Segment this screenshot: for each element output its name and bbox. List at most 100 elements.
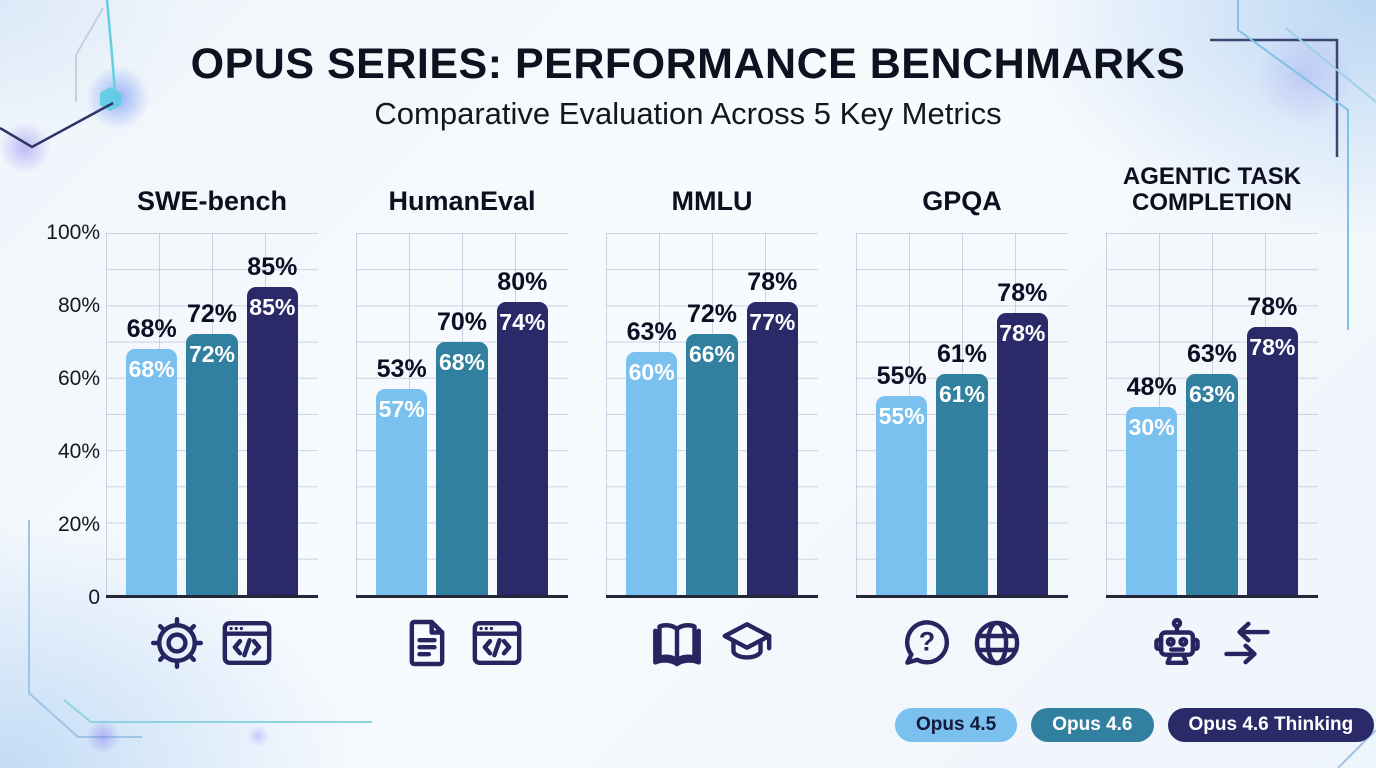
code-window-icon	[222, 620, 272, 666]
transfer-arrows-icon	[1224, 621, 1270, 665]
bar-label-above: 70%	[436, 307, 488, 336]
bar-opus-4-6-thinking: 78% 77%	[746, 268, 798, 595]
bar-opus-4-5: 63% 60%	[626, 318, 678, 595]
gear-icon	[150, 616, 204, 670]
legend-label: Opus 4.6 Thinking	[1188, 714, 1354, 735]
bar-label-above: 63%	[626, 318, 677, 347]
chart-group-swe-bench: SWE-bench 68% 68% 72% 72% 85% 85%	[106, 186, 318, 670]
chart-group-mmlu: MMLU 63% 60% 72% 66% 78% 77%	[606, 186, 818, 667]
bar-opus-4-6-thinking: 85% 85%	[246, 253, 298, 595]
legend-pill-opus-4-5: Opus 4.5	[895, 708, 1018, 742]
open-book-icon	[653, 623, 701, 667]
plot-area: 55% 55% 61% 61% 78% 78%	[856, 233, 1068, 598]
bar-label-above: 68%	[126, 314, 177, 343]
legend-pill-opus-4-6: Opus 4.6	[1031, 708, 1154, 742]
bar-set: 63% 60% 72% 66% 78% 77%	[606, 233, 818, 595]
legend-label: Opus 4.6	[1052, 714, 1133, 735]
bar-label-above: 85%	[247, 253, 298, 282]
y-tick-100: 100%	[46, 221, 100, 244]
bar-opus-4-5: 48% 30%	[1126, 373, 1178, 595]
bar-label-above: 48%	[1126, 372, 1177, 401]
code-window-icon	[472, 620, 522, 666]
benchmark-icons	[1106, 615, 1318, 671]
bar-label-above: 55%	[876, 361, 927, 390]
legend-pill-opus-4-6-thinking: Opus 4.6 Thinking	[1167, 708, 1375, 742]
legend: Opus 4.5 Opus 4.6 Opus 4.6 Thinking	[895, 708, 1375, 742]
y-tick-0: 0	[88, 586, 100, 609]
bar-label-inside: 60%	[628, 359, 675, 386]
bar-label-inside: 57%	[378, 395, 425, 422]
bar-label-above: 80%	[497, 267, 548, 296]
bar-label-inside: 55%	[878, 402, 925, 429]
bar-label-above: 72%	[686, 300, 738, 329]
group-title: SWE-bench	[136, 185, 287, 216]
chart-group-gpqa: GPQA 55% 55% 61% 61% 78% 78%	[856, 186, 1068, 666]
bar-opus-4-6: 63% 63%	[1186, 340, 1238, 595]
bar-opus-4-5: 68% 68%	[126, 315, 178, 595]
bar-opus-4-6: 72% 72%	[186, 300, 238, 595]
y-tick-20: 20%	[57, 513, 100, 536]
bar-label-above: 63%	[1186, 340, 1238, 369]
bar-label-inside: 63%	[1188, 381, 1236, 408]
bar-label-inside: 78%	[999, 319, 1046, 346]
bar-label-above: 53%	[376, 354, 427, 383]
y-tick-80: 80%	[57, 294, 100, 317]
y-tick-40: 40%	[57, 440, 100, 463]
y-tick-60: 60%	[57, 367, 100, 390]
bar-opus-4-6-thinking: 78% 78%	[1246, 293, 1298, 595]
chart-group-humaneval: HumanEval 53% 57% 70% 68% 80% 74%	[356, 186, 568, 667]
bar-label-inside: 68%	[128, 355, 175, 382]
bar-label-inside: 30%	[1128, 413, 1175, 440]
robot-icon	[1154, 617, 1200, 666]
chart-group-agentic-task-completion: AGENTIC TASK COMPLETION 48% 30% 63% 63% …	[1106, 164, 1318, 666]
group-title: HumanEval	[388, 185, 536, 216]
plot-area: 68% 68% 72% 72% 85% 85%	[106, 233, 318, 598]
bar-set: 68% 68% 72% 72% 85% 85%	[106, 233, 318, 595]
bar-label-above: 61%	[936, 340, 988, 369]
bar-label-inside: 61%	[938, 381, 986, 408]
benchmark-icons	[356, 615, 568, 671]
document-icon	[409, 619, 445, 667]
bar-set: 53% 57% 70% 68% 80% 74%	[356, 233, 568, 595]
bar-label-inside: 77%	[749, 308, 796, 335]
page-subtitle: Comparative Evaluation Across 5 Key Metr…	[374, 96, 1002, 131]
benchmark-icons	[106, 615, 318, 671]
plot-area: 63% 60% 72% 66% 78% 77%	[606, 233, 818, 598]
bar-label-inside: 78%	[1249, 334, 1296, 361]
plot-area: 53% 57% 70% 68% 80% 74%	[356, 233, 568, 598]
bar-opus-4-5: 55% 55%	[876, 362, 928, 595]
graduation-cap-icon	[722, 622, 772, 660]
y-axis: 100% 80% 60% 40% 20% 0	[30, 221, 100, 609]
group-title: AGENTIC TASK COMPLETION	[1122, 163, 1302, 217]
globe-icon	[974, 620, 1020, 666]
benchmark-icons	[606, 615, 818, 671]
svg-text:?: ?	[919, 627, 935, 657]
legend-label: Opus 4.5	[916, 714, 997, 735]
bar-opus-4-5: 53% 57%	[376, 355, 428, 595]
group-title: MMLU	[671, 185, 753, 216]
decor-top-right	[1210, 0, 1376, 330]
decor-top-left	[0, 0, 150, 174]
bar-opus-4-6: 61% 61%	[936, 340, 988, 595]
bar-label-above: 78%	[997, 278, 1048, 307]
bar-label-inside: 85%	[249, 294, 296, 321]
bar-label-above: 72%	[186, 300, 238, 329]
page-title: OPUS SERIES: PERFORMANCE BENCHMARKS	[190, 40, 1186, 88]
bar-set: 48% 30% 63% 63% 78% 78%	[1106, 233, 1318, 595]
bar-label-above: 78%	[1247, 293, 1298, 322]
question-bubble-icon: ?	[904, 620, 950, 665]
bar-label-inside: 74%	[499, 308, 546, 335]
bar-opus-4-6: 72% 66%	[686, 300, 738, 595]
bar-label-inside: 68%	[438, 348, 486, 375]
group-title: GPQA	[922, 185, 1002, 216]
benchmark-icons: ?	[856, 615, 1068, 671]
bar-opus-4-6: 70% 68%	[436, 308, 488, 595]
bar-label-inside: 72%	[188, 341, 236, 368]
bar-opus-4-6-thinking: 80% 74%	[496, 268, 548, 595]
decor-bottom-left	[28, 520, 372, 754]
plot-area: 48% 30% 63% 63% 78% 78%	[1106, 233, 1318, 598]
bar-set: 55% 55% 61% 61% 78% 78%	[856, 233, 1068, 595]
bar-label-inside: 66%	[688, 341, 736, 368]
